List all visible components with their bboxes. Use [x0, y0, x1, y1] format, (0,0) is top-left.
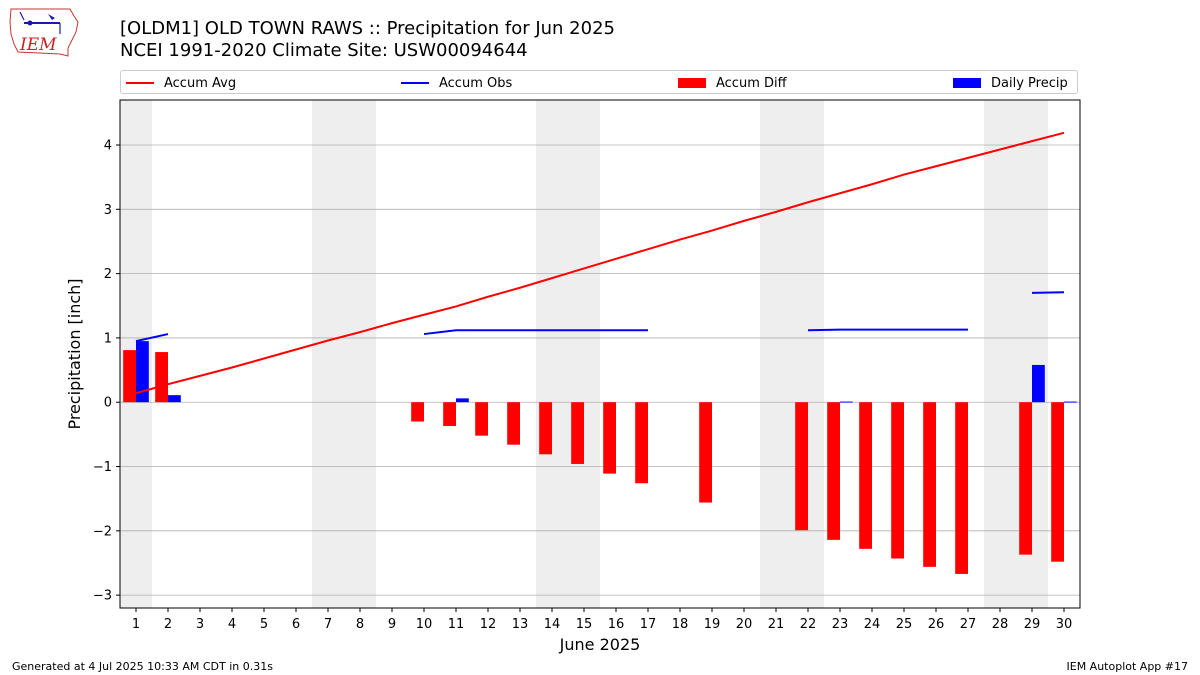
- accum-obs-line: [807, 328, 968, 332]
- x-tick-label: 22: [800, 617, 817, 632]
- y-tick-label: 4: [104, 139, 112, 154]
- daily-precip-bar: [840, 401, 853, 403]
- x-tick-label: 17: [640, 617, 657, 632]
- x-tick-label: 3: [196, 617, 204, 632]
- accum-diff-bar: [699, 402, 712, 503]
- accum-diff-bar: [891, 402, 904, 559]
- weekend-shade: [760, 100, 824, 608]
- daily-precip-bar: [168, 395, 181, 403]
- x-tick-label: 12: [480, 617, 497, 632]
- accum-diff-bar: [1019, 402, 1032, 555]
- accum-diff-bar: [603, 402, 616, 474]
- accum-diff-bar: [571, 402, 584, 464]
- x-tick-label: 10: [416, 617, 433, 632]
- accum-obs-line: [135, 333, 169, 343]
- x-tick-label: 20: [736, 617, 753, 632]
- legend-item-accum-diff: Accum Diff: [678, 74, 787, 92]
- x-tick-label: 7: [324, 617, 332, 632]
- accum-diff-bar: [827, 402, 840, 540]
- logo-text: IEM: [19, 35, 57, 55]
- legend-label: Accum Obs: [439, 75, 513, 91]
- accum-diff-bar: [923, 402, 936, 567]
- accum-diff-bar: [859, 402, 872, 549]
- legend-item-accum-avg: Accum Avg: [126, 74, 236, 92]
- x-tick-label: 16: [608, 617, 625, 632]
- y-tick-label: 2: [104, 267, 112, 282]
- y-tick-label: 1: [104, 331, 112, 346]
- x-tick-label: 18: [672, 617, 689, 632]
- accum-diff-bar: [795, 402, 808, 531]
- legend-label: Daily Precip: [991, 75, 1068, 91]
- legend-label: Accum Avg: [164, 75, 237, 91]
- x-tick-label: 29: [1024, 617, 1041, 632]
- x-tick-label: 27: [960, 617, 977, 632]
- y-axis-label: Precipitation [inch]: [65, 278, 84, 429]
- x-tick-label: 15: [576, 617, 593, 632]
- y-tick-label: 3: [104, 203, 112, 218]
- legend-label: Accum Diff: [716, 75, 787, 91]
- legend-swatch-patch: [953, 78, 981, 88]
- weekend-shade: [312, 100, 376, 608]
- daily-precip-bar: [136, 341, 149, 403]
- y-tick-label: −1: [93, 460, 112, 475]
- x-tick-label: 2: [164, 617, 172, 632]
- daily-precip-bar: [1064, 401, 1077, 403]
- x-tick-label: 13: [512, 617, 529, 632]
- x-tick-label: 5: [260, 617, 268, 632]
- x-tick-label: 25: [896, 617, 913, 632]
- accum-diff-bar: [411, 402, 424, 422]
- y-tick-label: −3: [93, 589, 112, 604]
- x-tick-label: 26: [928, 617, 945, 632]
- accum-obs-line: [423, 329, 648, 336]
- accum-diff-bar: [443, 402, 456, 427]
- x-tick-label: 4: [228, 617, 236, 632]
- legend: Accum Avg Accum Obs Accum Diff Daily Pre…: [120, 70, 1078, 94]
- accum-diff-bar: [123, 350, 136, 403]
- x-tick-label: 24: [864, 617, 881, 632]
- x-axis-label: June 2025: [559, 635, 641, 654]
- weekend-shade: [984, 100, 1048, 608]
- legend-item-accum-obs: Accum Obs: [401, 74, 512, 92]
- footer-app-text: IEM Autoplot App #17: [1066, 660, 1189, 673]
- legend-swatch-line: [126, 82, 154, 84]
- legend-item-daily-precip: Daily Precip: [953, 74, 1068, 92]
- x-tick-label: 1: [132, 617, 140, 632]
- plot-frame: [119, 99, 1081, 609]
- x-tick-label: 8: [356, 617, 364, 632]
- x-tick-label: 19: [704, 617, 721, 632]
- daily-precip-bar: [456, 398, 469, 403]
- legend-swatch-line: [401, 82, 429, 84]
- accum-diff-bar: [1051, 402, 1064, 562]
- x-tick-label: 14: [544, 617, 561, 632]
- accum-diff-bar: [507, 402, 520, 445]
- y-tick-label: −2: [93, 524, 112, 539]
- accum-diff-bar: [155, 352, 168, 403]
- x-tick-label: 9: [388, 617, 396, 632]
- x-tick-label: 21: [768, 617, 785, 632]
- iem-iowa-logo-icon: IEM: [9, 8, 79, 57]
- chart-subtitle: NCEI 1991-2020 Climate Site: USW00094644: [120, 40, 528, 61]
- y-tick-label: 0: [104, 396, 112, 411]
- accum-diff-bar: [635, 402, 648, 484]
- accum-obs-line: [1031, 291, 1065, 294]
- chart-title: [OLDM1] OLD TOWN RAWS :: Precipitation f…: [120, 18, 615, 39]
- x-tick-label: 11: [448, 617, 465, 632]
- accum-diff-bar: [475, 402, 488, 436]
- x-tick-label: 6: [292, 617, 300, 632]
- daily-precip-bar: [1032, 364, 1045, 403]
- accum-diff-bar: [955, 402, 968, 574]
- accum-diff-bar: [539, 402, 552, 455]
- accum-avg-line: [135, 131, 1065, 395]
- x-tick-label: 23: [832, 617, 849, 632]
- weekend-shade: [536, 100, 600, 608]
- legend-swatch-patch: [678, 78, 706, 88]
- x-tick-label: 28: [992, 617, 1009, 632]
- x-tick-label: 30: [1056, 617, 1073, 632]
- footer-generated-text: Generated at 4 Jul 2025 10:33 AM CDT in …: [12, 660, 273, 673]
